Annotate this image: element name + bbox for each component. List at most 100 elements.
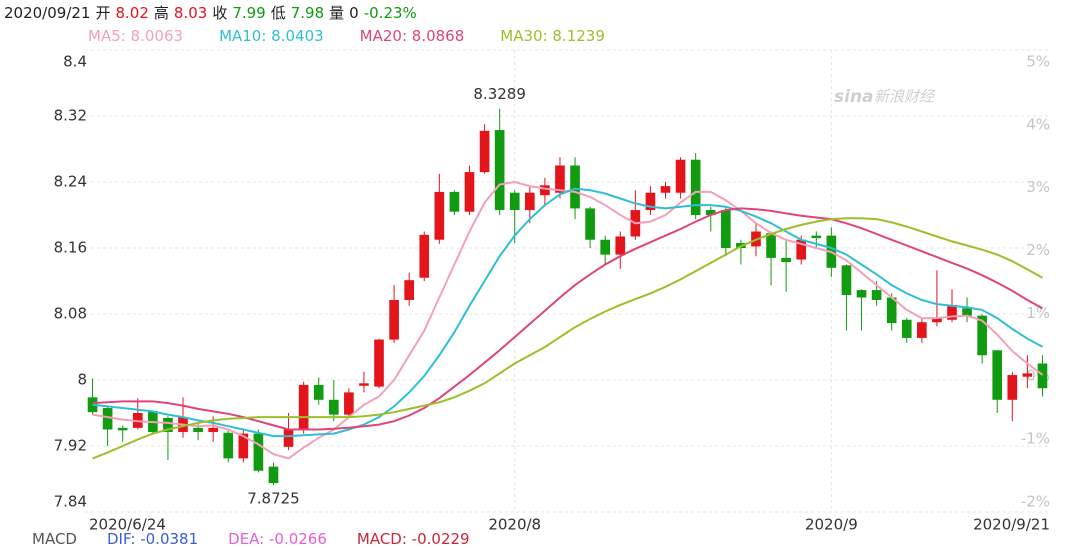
macd-title: MACD <box>32 530 77 548</box>
candle-body <box>917 322 927 338</box>
candle-body <box>977 315 987 356</box>
macd-legend: MACD DIF: -0.0381 DEA: -0.0266 MACD: -0.022… <box>32 530 500 548</box>
candle-body <box>705 210 716 215</box>
candle-body <box>796 239 807 260</box>
candle-body <box>313 384 324 400</box>
macd-entry: DEA: -0.0266 <box>228 530 327 548</box>
legend-entry: MA5: 8.0063 <box>88 27 184 45</box>
quote-value: 7.99 <box>232 4 266 22</box>
quote-value: 0 <box>349 4 359 22</box>
candle-body <box>253 433 264 471</box>
ma-line <box>92 180 1044 460</box>
watermark-text: 新浪财经 <box>874 88 936 106</box>
candle-body <box>102 408 113 430</box>
candle-body <box>344 392 354 415</box>
candle-body <box>856 290 867 298</box>
candle-body <box>615 236 626 255</box>
y-tick-label: 8.16 <box>54 239 87 257</box>
y2-tick-label: 3% <box>1026 178 1050 196</box>
candle-body <box>690 159 701 215</box>
legend-entry: MA30: 8.1239 <box>500 27 605 45</box>
quote-value: 7.98 <box>290 4 325 22</box>
candle-body <box>841 265 852 296</box>
candle-body <box>901 319 912 338</box>
quote-change: -0.23% <box>363 4 417 22</box>
ma-line <box>92 217 1043 460</box>
quote-label: 收 <box>212 4 228 22</box>
candle-body <box>962 308 972 316</box>
y2-tick-label: 2% <box>1026 241 1050 259</box>
x-tick-label: 2020/8 <box>488 516 541 534</box>
candle-body <box>449 191 460 212</box>
candle-body <box>720 210 731 248</box>
quote-value: 8.03 <box>173 4 208 22</box>
candle-body <box>675 159 686 193</box>
candle-body <box>871 290 882 300</box>
candle-body <box>208 427 218 432</box>
candle-body <box>359 383 369 386</box>
quote-label: 低 <box>270 4 286 22</box>
ma-legend: MA5: 8.0063 MA10: 8.0403 MA20: 8.0868 MA30:… <box>88 27 641 45</box>
candle-body <box>781 257 791 263</box>
candle-body <box>434 191 445 240</box>
quote-value: 8.02 <box>115 4 149 22</box>
y-tick-label: 8.24 <box>54 173 87 191</box>
candle-body <box>1007 375 1018 400</box>
candle-body <box>268 466 279 484</box>
candle-body <box>947 304 957 320</box>
candle-body <box>163 417 173 432</box>
annotation: 8.3289 <box>473 85 526 103</box>
quote-label: 量 <box>329 4 345 22</box>
candle-body <box>494 130 505 211</box>
candle-body <box>117 427 128 431</box>
candle-body <box>404 280 415 300</box>
candle-body <box>374 339 384 387</box>
y2-tick-label: -2% <box>1021 492 1050 510</box>
candle-body <box>645 192 656 211</box>
candle-body <box>298 384 309 430</box>
macd-entry: DIF: -0.0381 <box>106 530 199 548</box>
legend-entry: MA20: 8.0868 <box>359 27 465 45</box>
candle-body <box>509 192 520 211</box>
ma-line <box>92 207 1043 431</box>
candle-body <box>600 239 611 255</box>
candle-body <box>570 165 580 209</box>
quote-label: 开 <box>95 4 111 22</box>
quote-label: 高 <box>153 4 169 22</box>
legend-entry: MA10: 8.0403 <box>219 27 324 45</box>
ma-line <box>92 187 1043 438</box>
candle-body <box>540 185 550 196</box>
candle-body <box>419 234 430 278</box>
candle-body <box>811 235 822 239</box>
x-tick-label: 2020/6/24 <box>89 516 166 534</box>
y-tick-label: 7.84 <box>54 493 87 511</box>
y2-tick-label: 1% <box>1026 304 1050 322</box>
candle-body <box>524 192 535 211</box>
y-tick-label: 8 <box>77 371 87 389</box>
candle-body <box>585 208 595 240</box>
y2-tick-label: 4% <box>1026 115 1050 133</box>
candle-body <box>992 350 1003 400</box>
y-tick-label: 7.92 <box>54 437 87 455</box>
candle-body <box>389 299 399 340</box>
x-tick-label: 2020/9/21 <box>973 516 1050 534</box>
candle-body <box>1037 363 1048 389</box>
candle-body <box>193 427 203 432</box>
candle-body <box>283 429 294 447</box>
macd-entry: MACD: -0.0229 <box>356 530 470 548</box>
quote-header: 2020/09/21 开 8.02 高 8.03 收 7.99 低 7.98 量 0 -0.23% <box>4 2 422 23</box>
candle-body <box>555 165 565 193</box>
candle-body <box>479 130 490 173</box>
candle-body <box>464 172 475 212</box>
candle-body <box>238 433 249 459</box>
candle-body <box>932 318 942 323</box>
candle-body <box>766 233 776 258</box>
watermark-logo: sina <box>834 87 874 107</box>
y2-tick-label: 5% <box>1026 53 1050 71</box>
quote-date: 2020/09/21 <box>4 4 91 22</box>
x-tick-label: 2020/9 <box>805 516 858 534</box>
y-tick-label: 8.08 <box>54 305 87 323</box>
candle-body <box>328 399 339 415</box>
